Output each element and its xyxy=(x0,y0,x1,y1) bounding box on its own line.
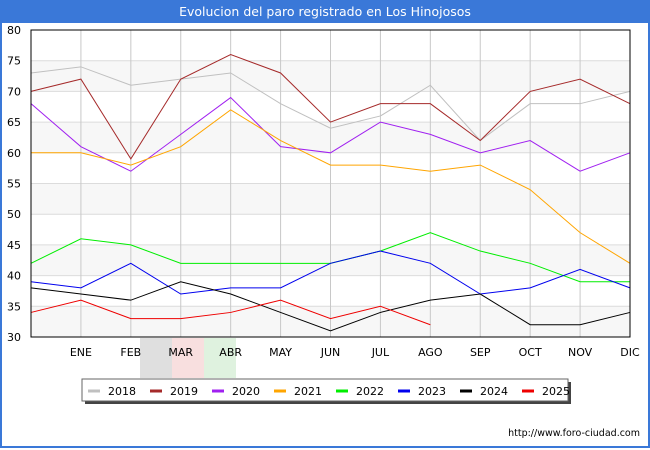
y-tick-label: 60 xyxy=(7,147,21,160)
y-tick-label: 70 xyxy=(7,85,21,98)
y-tick-label: 50 xyxy=(7,208,21,221)
x-tick-label: ABR xyxy=(219,346,242,359)
y-axis-ticks: 30 35 40 45 50 55 60 65 70 75 80 xyxy=(7,24,21,344)
x-tick-label: MAR xyxy=(168,346,193,359)
y-tick-label: 45 xyxy=(7,239,21,252)
y-tick-label: 80 xyxy=(7,24,21,37)
x-tick-label: OCT xyxy=(519,346,542,359)
series-line-2025 xyxy=(30,299,431,326)
y-tick-label: 30 xyxy=(7,331,21,344)
legend-label-2018: 2018 xyxy=(108,385,136,398)
x-tick-label: AGO xyxy=(418,346,443,359)
plot-border xyxy=(30,29,631,338)
x-tick-label: JUL xyxy=(371,346,390,359)
legend-label-2020: 2020 xyxy=(232,385,260,398)
x-tick-label: SEP xyxy=(470,346,491,359)
series-line-2024 xyxy=(30,281,631,332)
y-tick-label: 35 xyxy=(7,300,21,313)
legend-label-2021: 2021 xyxy=(294,385,322,398)
series-line-2019 xyxy=(30,54,631,160)
y-tick-label: 55 xyxy=(7,178,21,191)
legend: 2018 2019 2020 2021 2022 2023 2024 2025 xyxy=(81,378,571,404)
legend-box xyxy=(81,378,569,402)
watermark-flag xyxy=(140,338,236,378)
chart-title: Evolucion del paro registrado en Los Hin… xyxy=(0,0,650,23)
series-line-2018 xyxy=(30,66,631,142)
x-tick-label: JUN xyxy=(320,346,341,359)
source-url[interactable]: http://www.foro-ciudad.com xyxy=(508,428,640,439)
x-tick-label: FEB xyxy=(120,346,141,359)
y-tick-label: 40 xyxy=(7,270,21,283)
x-axis-ticks: ENE FEB MAR ABR MAY JUN JUL AGO SEP OCT NOV DIC xyxy=(70,346,640,359)
x-tick-label: MAY xyxy=(269,346,292,359)
legend-label-2023: 2023 xyxy=(418,385,446,398)
x-tick-label: DIC xyxy=(620,346,640,359)
legend-label-2025: 2025 xyxy=(542,385,570,398)
series-line-2021 xyxy=(31,109,631,264)
legend-label-2019: 2019 xyxy=(170,385,198,398)
legend-label-2022: 2022 xyxy=(356,385,384,398)
legend-label-2024: 2024 xyxy=(480,385,508,398)
y-tick-label: 65 xyxy=(7,116,21,129)
x-tick-label: ENE xyxy=(70,346,92,359)
series-lines xyxy=(30,54,631,332)
series-line-2020 xyxy=(30,96,631,172)
series-line-2023 xyxy=(30,250,631,295)
y-tick-label: 75 xyxy=(7,55,21,68)
x-tick-label: NOV xyxy=(568,346,593,359)
